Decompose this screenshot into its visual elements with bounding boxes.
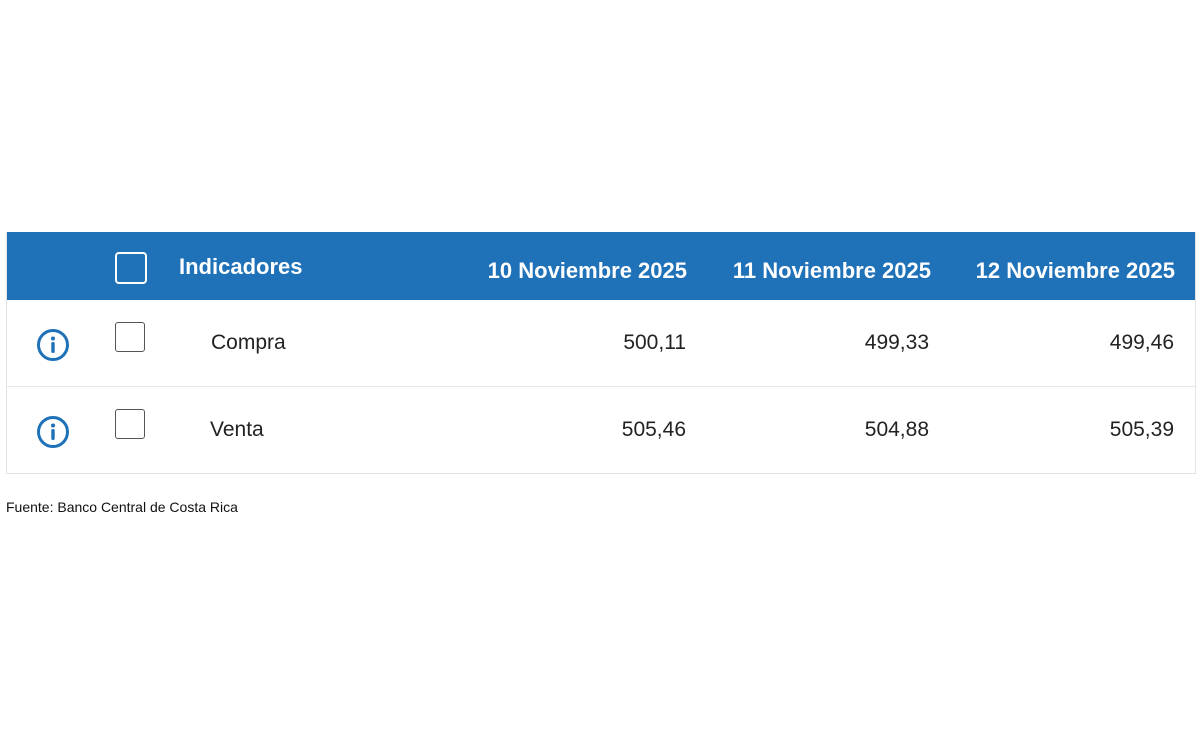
value-cell: 499,46: [1109, 331, 1174, 354]
value-cell: 505,46: [621, 418, 686, 441]
indicator-label: Compra: [211, 331, 286, 354]
value-cell: 505,39: [1109, 418, 1174, 441]
column-header-date: 12 Noviembre 2025: [975, 258, 1175, 283]
table-header: Indicadores 10 Noviembre 2025 11 Noviemb…: [7, 232, 1195, 300]
column-header-date: 11 Noviembre 2025: [732, 258, 931, 283]
value-cell: 504,88: [864, 418, 929, 441]
row-checkbox[interactable]: [115, 409, 145, 439]
table-row: Compra 500,11 499,33 499,46: [7, 300, 1195, 387]
select-all-checkbox[interactable]: [115, 252, 147, 284]
source-note: Fuente: Banco Central de Costa Rica: [6, 499, 238, 515]
column-header-date: 10 Noviembre 2025: [487, 258, 687, 283]
value-cell: 500,11: [623, 331, 686, 354]
info-icon[interactable]: [36, 415, 70, 449]
info-icon[interactable]: [36, 328, 70, 362]
value-cell: 499,33: [864, 331, 929, 354]
table-row: Venta 505,46 504,88 505,39: [7, 387, 1195, 473]
indicator-label: Venta: [210, 418, 264, 441]
column-header-indicadores: Indicadores: [179, 254, 303, 279]
row-checkbox[interactable]: [115, 322, 145, 352]
exchange-rate-table: Indicadores 10 Noviembre 2025 11 Noviemb…: [6, 232, 1196, 474]
